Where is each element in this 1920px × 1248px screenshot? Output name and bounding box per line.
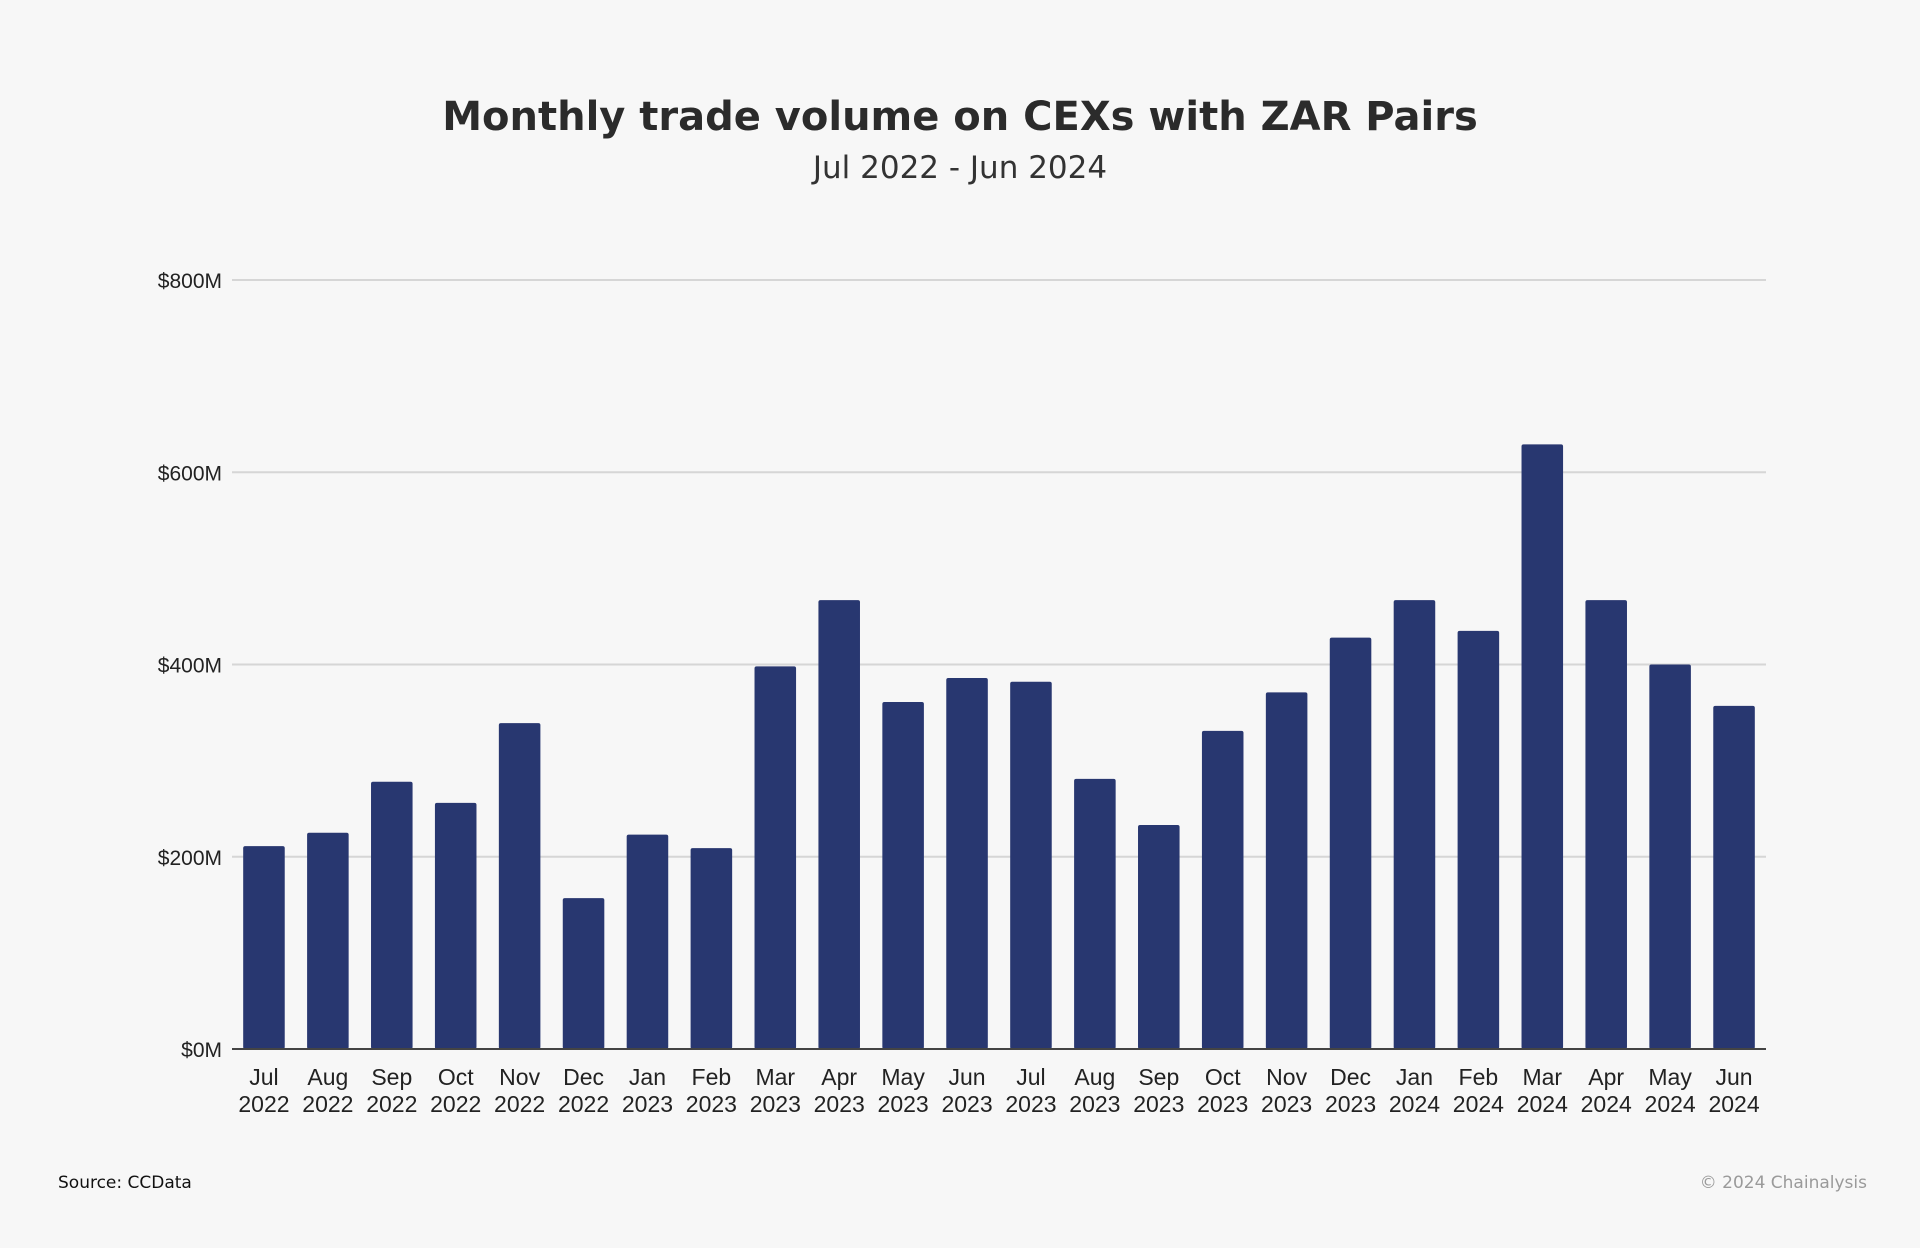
bar (1329, 637, 1372, 1049)
x-tick-label-year: 2023 (1005, 1091, 1056, 1117)
x-tick-label-year: 2023 (814, 1091, 865, 1117)
x-tick-label-month: Dec (1330, 1064, 1371, 1090)
x-tick-label-month: Jun (948, 1064, 985, 1090)
bar (690, 848, 733, 1049)
x-tick-label-year: 2022 (494, 1091, 545, 1117)
x-tick-label-year: 2022 (366, 1091, 417, 1117)
x-tick-label-month: Jul (249, 1064, 278, 1090)
x-tick-label-year: 2024 (1453, 1091, 1504, 1117)
x-tick-label-month: Jul (1016, 1064, 1045, 1090)
x-tick-label-month: Jun (1715, 1064, 1752, 1090)
bar (1393, 600, 1436, 1049)
chart-subtitle: Jul 2022 - Jun 2024 (812, 150, 1108, 186)
x-tick-label-year: 2023 (750, 1091, 801, 1117)
x-tick-label-year: 2023 (1133, 1091, 1184, 1117)
x-tick-label-month: Nov (499, 1064, 540, 1090)
x-tick-label-year: 2023 (1069, 1091, 1120, 1117)
bar (1649, 664, 1691, 1049)
x-tick-label-year: 2023 (1325, 1091, 1376, 1117)
x-tick-label-month: Aug (307, 1064, 348, 1090)
x-tick-label-month: Aug (1074, 1064, 1115, 1090)
x-tick-label-year: 2024 (1389, 1091, 1440, 1117)
x-tick-label-month: Apr (1588, 1064, 1624, 1090)
x-tick-label-year: 2024 (1517, 1091, 1568, 1117)
x-tick-label-month: Oct (438, 1064, 474, 1090)
x-tick-label-month: Mar (755, 1064, 795, 1090)
x-tick-label-year: 2024 (1708, 1091, 1759, 1117)
y-tick-label: $200M (158, 847, 222, 870)
x-tick-label-year: 2023 (1197, 1091, 1248, 1117)
copyright-note: © 2024 Chainalysis (1699, 1173, 1867, 1193)
bar (243, 846, 285, 1049)
x-tick-label-year: 2022 (430, 1091, 481, 1117)
x-tick-label-month: Oct (1205, 1064, 1241, 1090)
bar (1074, 778, 1116, 1049)
bar (371, 781, 413, 1049)
bar (307, 832, 349, 1049)
x-tick-label-year: 2024 (1645, 1091, 1696, 1117)
x-tick-label-month: Nov (1266, 1064, 1307, 1090)
x-tick-label-year: 2023 (941, 1091, 992, 1117)
bar (1457, 630, 1500, 1049)
x-tick-label-month: Sep (1138, 1064, 1179, 1090)
x-tick-label-month: Jan (1396, 1064, 1433, 1090)
x-tick-label-month: Feb (692, 1064, 732, 1090)
bar (1713, 705, 1755, 1049)
x-tick-label-year: 2022 (302, 1091, 353, 1117)
bar (1585, 600, 1627, 1049)
bar (946, 677, 988, 1049)
x-tick-label-year: 2023 (878, 1091, 929, 1117)
bar (1010, 681, 1052, 1049)
x-tick-label-month: Mar (1522, 1064, 1562, 1090)
x-tick-label-year: 2023 (686, 1091, 737, 1117)
x-tick-label-year: 2023 (1261, 1091, 1312, 1117)
x-tick-label-month: Feb (1459, 1064, 1499, 1090)
chart-title: Monthly trade volume on CEXs with ZAR Pa… (442, 94, 1478, 140)
bar (1265, 692, 1308, 1049)
y-tick-label: $0M (181, 1039, 222, 1062)
x-tick-label-year: 2023 (622, 1091, 673, 1117)
y-tick-label: $600M (158, 462, 222, 485)
x-tick-label-month: Dec (563, 1064, 604, 1090)
x-tick-label-month: Jan (629, 1064, 666, 1090)
x-tick-label-month: Sep (371, 1064, 412, 1090)
bar (1521, 444, 1564, 1049)
source-note: Source: CCData (58, 1173, 192, 1193)
y-tick-label: $800M (158, 270, 222, 293)
bar (1201, 730, 1244, 1049)
bar (754, 666, 797, 1049)
x-tick-label-year: 2024 (1581, 1091, 1632, 1117)
bar (818, 600, 860, 1049)
bar (562, 898, 605, 1049)
bar (434, 802, 477, 1049)
bar (882, 701, 924, 1049)
x-tick-label-year: 2022 (558, 1091, 609, 1117)
bar (1138, 825, 1180, 1049)
y-tick-label: $400M (158, 655, 222, 678)
bar (626, 834, 669, 1049)
bar (498, 723, 541, 1049)
x-tick-label-year: 2022 (238, 1091, 289, 1117)
x-tick-label-month: May (881, 1064, 925, 1090)
x-tick-label-month: May (1648, 1064, 1692, 1090)
x-tick-label-month: Apr (821, 1064, 857, 1090)
